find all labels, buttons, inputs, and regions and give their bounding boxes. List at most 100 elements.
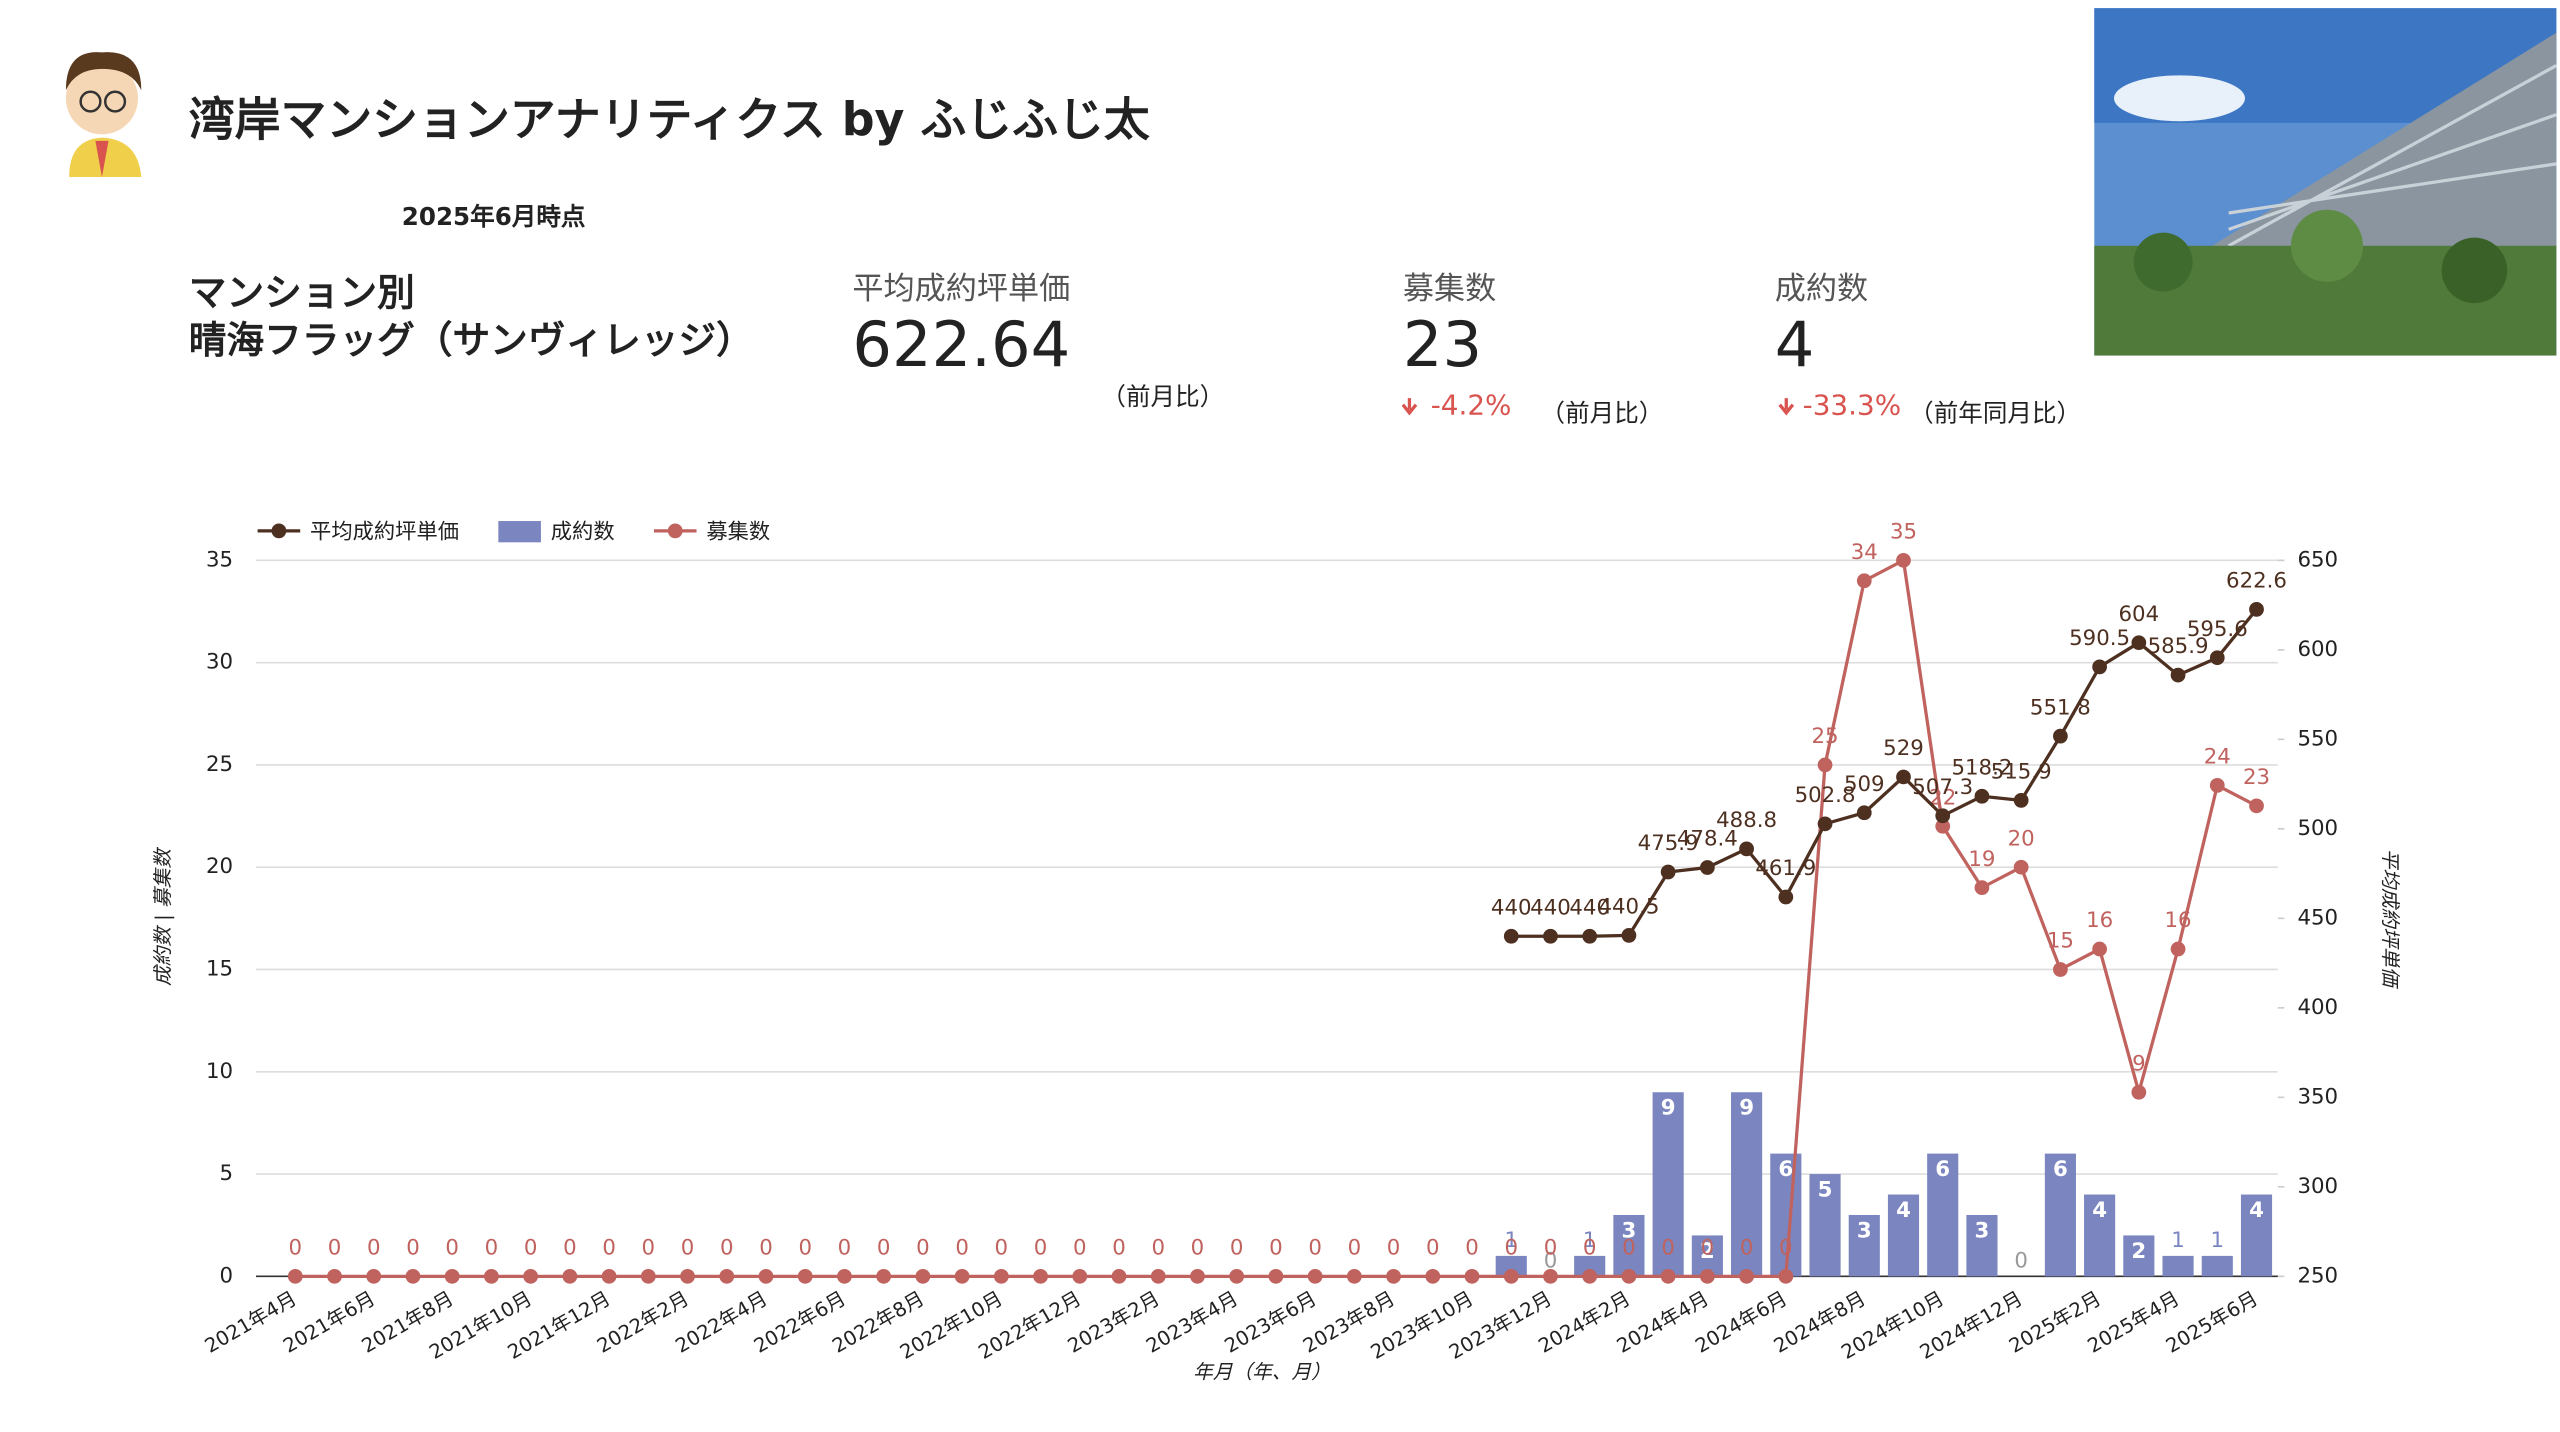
kpi-note: （前月比） [1541,399,1664,428]
point-label: 502.8 [1795,783,1856,808]
point [1896,552,1911,568]
bar [1731,1092,1763,1277]
point [758,1268,774,1284]
point [915,1268,931,1284]
point-label: 0 [1583,1235,1597,1260]
y-tick-label: 25 [206,752,233,777]
point-label: 0 [1661,1235,1675,1260]
point-label: 507.3 [1912,775,1973,800]
point [1582,1268,1598,1284]
y-tick-label: 0 [219,1263,233,1288]
point-label: 15 [2047,929,2074,954]
point-label: 0 [838,1235,852,1260]
bar [1966,1214,1998,1277]
point-label: 551.8 [2030,695,2091,720]
point [562,1268,578,1284]
point-label: 0 [955,1235,969,1260]
legend-label: 成約数 [551,519,615,544]
point [1778,1268,1794,1284]
point [1660,1268,1676,1284]
bar-label: 1 [1583,1228,1597,1253]
point-label: 0 [681,1235,695,1260]
bar-label: 9 [1661,1096,1676,1121]
y-tick-label: 15 [206,956,233,981]
bar [1848,1214,1880,1277]
point-label: 0 [1308,1235,1322,1260]
point-label: 0 [1230,1235,1244,1260]
point [1896,769,1911,785]
point [2092,941,2107,957]
bar-label: 3 [1622,1218,1637,1243]
point [797,1268,813,1284]
bar-label: 1 [1504,1228,1518,1253]
point-label: 518.2 [1951,755,2012,780]
bar-label: 6 [2053,1157,2068,1182]
point-label: 488.8 [1716,808,1777,833]
point-label: 590.5 [2069,626,2130,651]
point [2053,728,2068,744]
down-arrow [1778,398,1795,416]
bar [1652,1092,1684,1277]
point [287,1268,303,1284]
bar-label: 4 [1896,1198,1911,1223]
point-label: 595.6 [2187,617,2248,642]
point-label: 0 [759,1235,773,1260]
bar [1887,1194,1920,1277]
point [1346,1268,1362,1284]
kpi-label: 平均成約坪単価 [852,271,1070,307]
y-tick-label: 35 [206,547,233,572]
bar [2201,1255,2233,1277]
point-label: 0 [1701,1235,1715,1260]
point-label: 440.5 [1598,894,1659,919]
point [1268,1268,1284,1284]
section: マンション別 [189,270,415,314]
point-label: 0 [1151,1235,1165,1260]
point-label: 0 [720,1235,734,1260]
down-arrow [1401,398,1418,416]
point [2209,778,2225,793]
point [1307,1268,1323,1284]
point-label: 0 [445,1235,459,1260]
point-label: 16 [2086,908,2113,933]
point-label: 23 [2243,765,2270,790]
y2-tick-label: 500 [2297,816,2338,841]
point-label: 515.9 [1991,760,2052,785]
point-label: 0 [798,1235,812,1260]
bar [1613,1214,1645,1277]
point [2013,793,2029,808]
point-label: 0 [1191,1235,1205,1260]
bar-label: 3 [1857,1218,1872,1243]
kpi-value: 23 [1403,308,1482,381]
bar-label: 4 [2092,1198,2107,1223]
point-label: 0 [1269,1235,1283,1260]
point-label: 529 [1883,736,1924,761]
kpi-label: 成約数 [1775,271,1868,307]
point [1739,1268,1754,1284]
point [1856,805,1872,821]
point [601,1268,617,1284]
point-label: 0 [1504,1235,1518,1260]
point-label: 0 [328,1235,342,1260]
point [1464,1268,1480,1284]
point-label: 440 [1491,895,1532,920]
point-label: 0 [1387,1235,1401,1260]
point-label: 0 [563,1235,577,1260]
legend-swatch [498,521,541,543]
y-tick-label: 5 [219,1161,233,1186]
point-label: 585.9 [2148,634,2209,659]
point-label: 622.6 [2226,569,2287,594]
bar [2123,1235,2155,1277]
point-label: 509 [1844,772,1885,797]
point [444,1268,460,1284]
point [484,1268,499,1284]
kpi-change: -4.2% [1431,388,1512,421]
y2-tick-label: 350 [2297,1084,2338,1109]
point-label: 20 [2008,826,2035,851]
point-label: 0 [602,1235,616,1260]
point [2170,667,2186,683]
point-label: 0 [1465,1235,1479,1260]
point-label: 0 [289,1235,303,1260]
bar-label: 6 [1778,1157,1793,1182]
legend-swatch [667,523,683,539]
y2-tick-label: 300 [2297,1174,2338,1199]
